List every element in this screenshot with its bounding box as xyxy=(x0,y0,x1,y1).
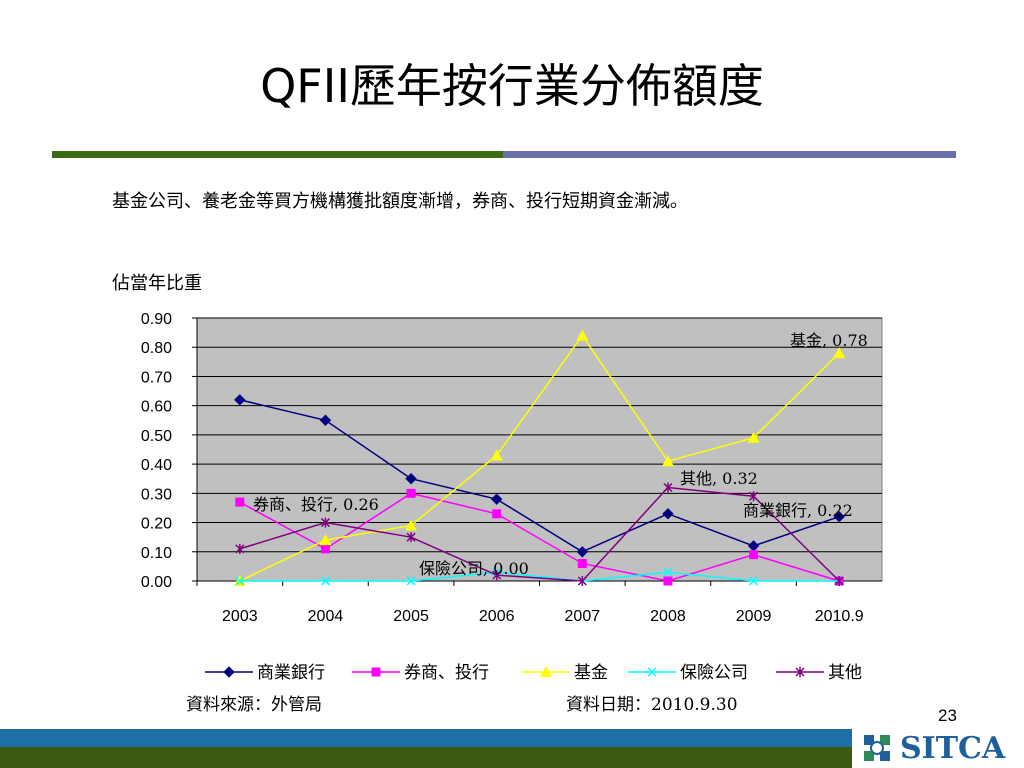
legend-item: 商業銀行 xyxy=(205,663,325,683)
page-number: 23 xyxy=(938,706,957,725)
data-point xyxy=(490,449,503,461)
sitca-logo: SITCA xyxy=(860,728,1024,768)
data-source-label: 資料來源：外管局 xyxy=(186,695,322,715)
data-point xyxy=(576,546,589,558)
legend-label: 基金 xyxy=(574,663,608,683)
data-point xyxy=(406,576,416,586)
sitca-emblem-icon xyxy=(864,735,890,761)
data-point xyxy=(663,482,673,493)
legend-marker xyxy=(540,666,552,677)
data-point xyxy=(577,576,587,586)
data-point xyxy=(833,511,845,523)
x-tick-label: 2006 xyxy=(479,608,515,625)
x-tick-label: 2005 xyxy=(393,608,429,625)
x-tick-label: 2003 xyxy=(222,608,258,625)
series-data-label: 商業銀行, 0.22 xyxy=(743,501,853,520)
series-data-label: 保險公司, 0.00 xyxy=(419,559,529,578)
data-point xyxy=(663,576,673,586)
data-point xyxy=(662,508,674,520)
data-point xyxy=(405,519,418,531)
y-tick-label: 0.40 xyxy=(141,457,172,474)
data-point xyxy=(234,394,246,406)
legend-label: 保險公司 xyxy=(680,663,748,683)
legend-marker xyxy=(647,667,657,677)
footer-bar-blue xyxy=(0,729,852,747)
legend-label: 商業銀行 xyxy=(257,663,325,683)
y-tick-label: 0.90 xyxy=(141,311,172,328)
slide-subtitle: 基金公司、養老金等買方機構獲批額度漸增，券商、投行短期資金漸減。 xyxy=(112,191,688,212)
plot-area xyxy=(196,317,883,582)
legend-item: 保險公司 xyxy=(628,663,748,683)
y-tick-label: 0.00 xyxy=(141,574,172,591)
series-line xyxy=(239,492,840,582)
legend-item: 基金 xyxy=(522,663,608,683)
legend-item: 其他 xyxy=(776,663,862,683)
data-point xyxy=(749,576,759,586)
data-point xyxy=(319,534,332,546)
x-tick-label: 2007 xyxy=(565,608,601,625)
y-tick-label: 0.60 xyxy=(141,399,172,416)
data-point xyxy=(405,473,417,485)
data-point xyxy=(833,347,846,359)
series-line xyxy=(239,334,840,582)
data-point xyxy=(749,491,759,502)
y-tick-label: 0.50 xyxy=(141,428,172,445)
series-1 xyxy=(234,394,845,558)
data-point xyxy=(320,576,330,586)
data-point xyxy=(747,431,760,443)
y-tick-label: 0.20 xyxy=(141,516,172,533)
data-point xyxy=(406,532,416,543)
data-point xyxy=(577,558,587,568)
data-point xyxy=(492,570,502,581)
legend-marker xyxy=(795,667,805,677)
legend-label: 其他 xyxy=(828,663,862,683)
series-line xyxy=(239,571,840,582)
data-point xyxy=(320,544,330,554)
data-point xyxy=(406,488,416,498)
data-point xyxy=(235,497,245,507)
y-tick-label: 0.70 xyxy=(141,369,172,386)
title-rule-green xyxy=(52,151,503,158)
data-point xyxy=(235,576,245,586)
data-point xyxy=(834,576,844,586)
data-point xyxy=(749,550,759,560)
series-data-label: 其他, 0.32 xyxy=(680,469,758,488)
sitca-logo-text: SITCA xyxy=(900,730,1006,766)
series-line xyxy=(239,486,840,582)
data-point xyxy=(319,414,332,426)
data-point xyxy=(663,567,673,577)
footer-bar-green xyxy=(0,747,852,768)
x-tick-label: 2008 xyxy=(650,608,686,625)
y-tick-label: 0.10 xyxy=(141,545,172,562)
legend-marker xyxy=(223,666,235,678)
legend-marker xyxy=(371,667,381,677)
data-point xyxy=(320,517,330,528)
series-data-label: 券商、投行, 0.26 xyxy=(253,495,379,514)
line-chart: 0.00 0.10 0.20 0.30 0.40 0.50 0.60 0.70 0.80 0.90… xyxy=(141,311,883,683)
data-date-label: 資料日期：2010.9.30 xyxy=(566,695,738,715)
data-point xyxy=(490,493,503,505)
y-tick-label: 0.80 xyxy=(141,340,172,357)
slide-title: QFII歷年按行業分佈額度 xyxy=(260,59,764,113)
chart-y-axis-label: 佔當年比重 xyxy=(112,273,202,294)
legend-label: 券商、投行 xyxy=(404,663,489,683)
series-line xyxy=(239,399,840,553)
title-rule-purple xyxy=(503,151,956,158)
x-tick-label: 2004 xyxy=(308,608,344,625)
data-point xyxy=(661,455,674,467)
data-point xyxy=(576,329,589,341)
legend-item: 券商、投行 xyxy=(352,663,489,683)
y-tick-label: 0.30 xyxy=(141,486,172,503)
data-point xyxy=(492,509,502,519)
data-point xyxy=(235,543,245,554)
x-tick-label: 2010.9 xyxy=(815,608,864,625)
x-tick-label: 2009 xyxy=(736,608,772,625)
series-5 xyxy=(235,482,844,586)
series-data-label: 基金, 0.78 xyxy=(790,331,868,350)
